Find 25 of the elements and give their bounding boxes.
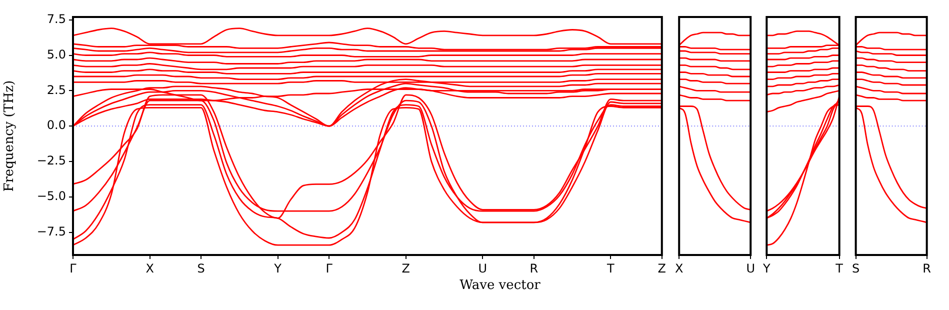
x-tick-label: S [852,261,860,276]
x-tick-label: X [674,261,684,276]
x-tick-label: T [606,261,616,276]
x-tick-label: Γ [70,261,77,276]
x-tick-label: R [530,261,538,276]
x-tick-label: U [478,261,488,276]
x-tick-label: R [922,261,932,276]
x-tick-label: S [197,261,205,276]
y-tick-label: 2.5 [46,82,66,97]
x-tick-label: X [146,261,154,276]
x-tick-label: Z [658,261,666,276]
x-tick-label: T [834,261,844,276]
y-tick-label: −5.0 [36,189,66,204]
y-tick-label: −7.5 [36,224,66,238]
x-axis-title: Wave vector [458,278,542,293]
x-tick-label: Y [762,261,771,276]
y-tick-label: 5.0 [46,47,66,62]
x-tick-label: Y [273,261,282,276]
x-tick-label: Z [402,261,410,276]
x-tick-label: U [746,261,756,276]
x-tick-label: Γ [326,261,333,276]
y-tick-label: 0.0 [46,118,66,132]
y-tick-label: −2.5 [36,154,66,168]
y-axis-title: Frequency (THz) [2,80,18,192]
y-tick-label: 7.5 [46,12,66,26]
